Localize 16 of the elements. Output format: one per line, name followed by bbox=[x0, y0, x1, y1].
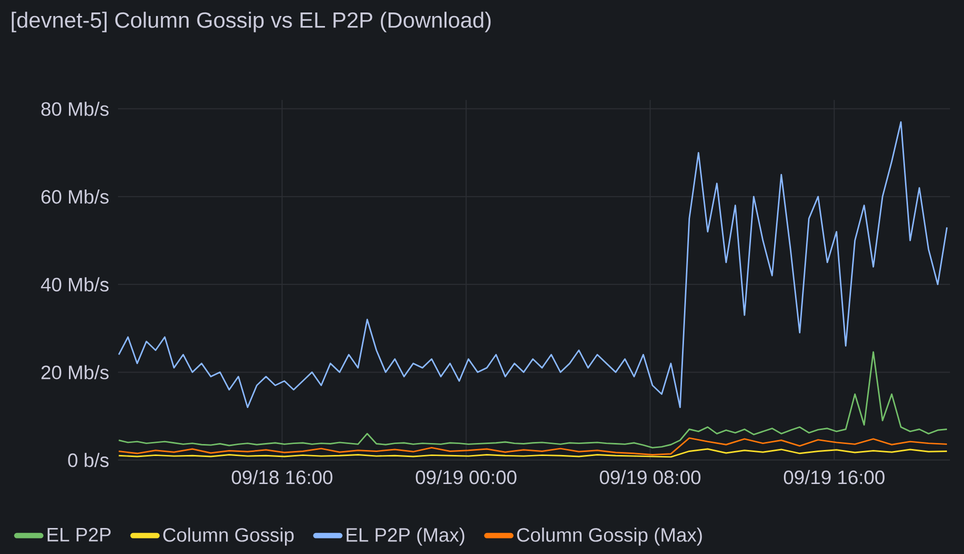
x-tick-label: 09/19 08:00 bbox=[600, 470, 700, 484]
y-tick-label: 60 Mb/s bbox=[42, 189, 109, 204]
y-tick-label: 0 b/s bbox=[68, 452, 109, 468]
line-series bbox=[118, 121, 948, 408]
legend-label: EL P2P bbox=[48, 528, 111, 542]
y-tick-label: 20 Mb/s bbox=[42, 365, 109, 380]
x-tick-label: 09/19 00:00 bbox=[416, 470, 516, 484]
legend-label: EL P2P (Max) bbox=[346, 528, 464, 546]
x-tick-label: 09/18 16:00 bbox=[232, 470, 332, 484]
line-series bbox=[118, 437, 948, 456]
y-tick-label: 40 Mb/s bbox=[40, 277, 109, 292]
legend-label: Column Gossip bbox=[163, 528, 294, 546]
x-tick-label: 09/19 16:00 bbox=[784, 470, 884, 484]
y-tick-label: 80 Mb/s bbox=[41, 102, 109, 116]
chart-title: [devnet-5] Column Gossip vs EL P2P (Download) bbox=[12, 12, 491, 32]
legend-label: Column Gossip (Max) bbox=[517, 528, 702, 546]
